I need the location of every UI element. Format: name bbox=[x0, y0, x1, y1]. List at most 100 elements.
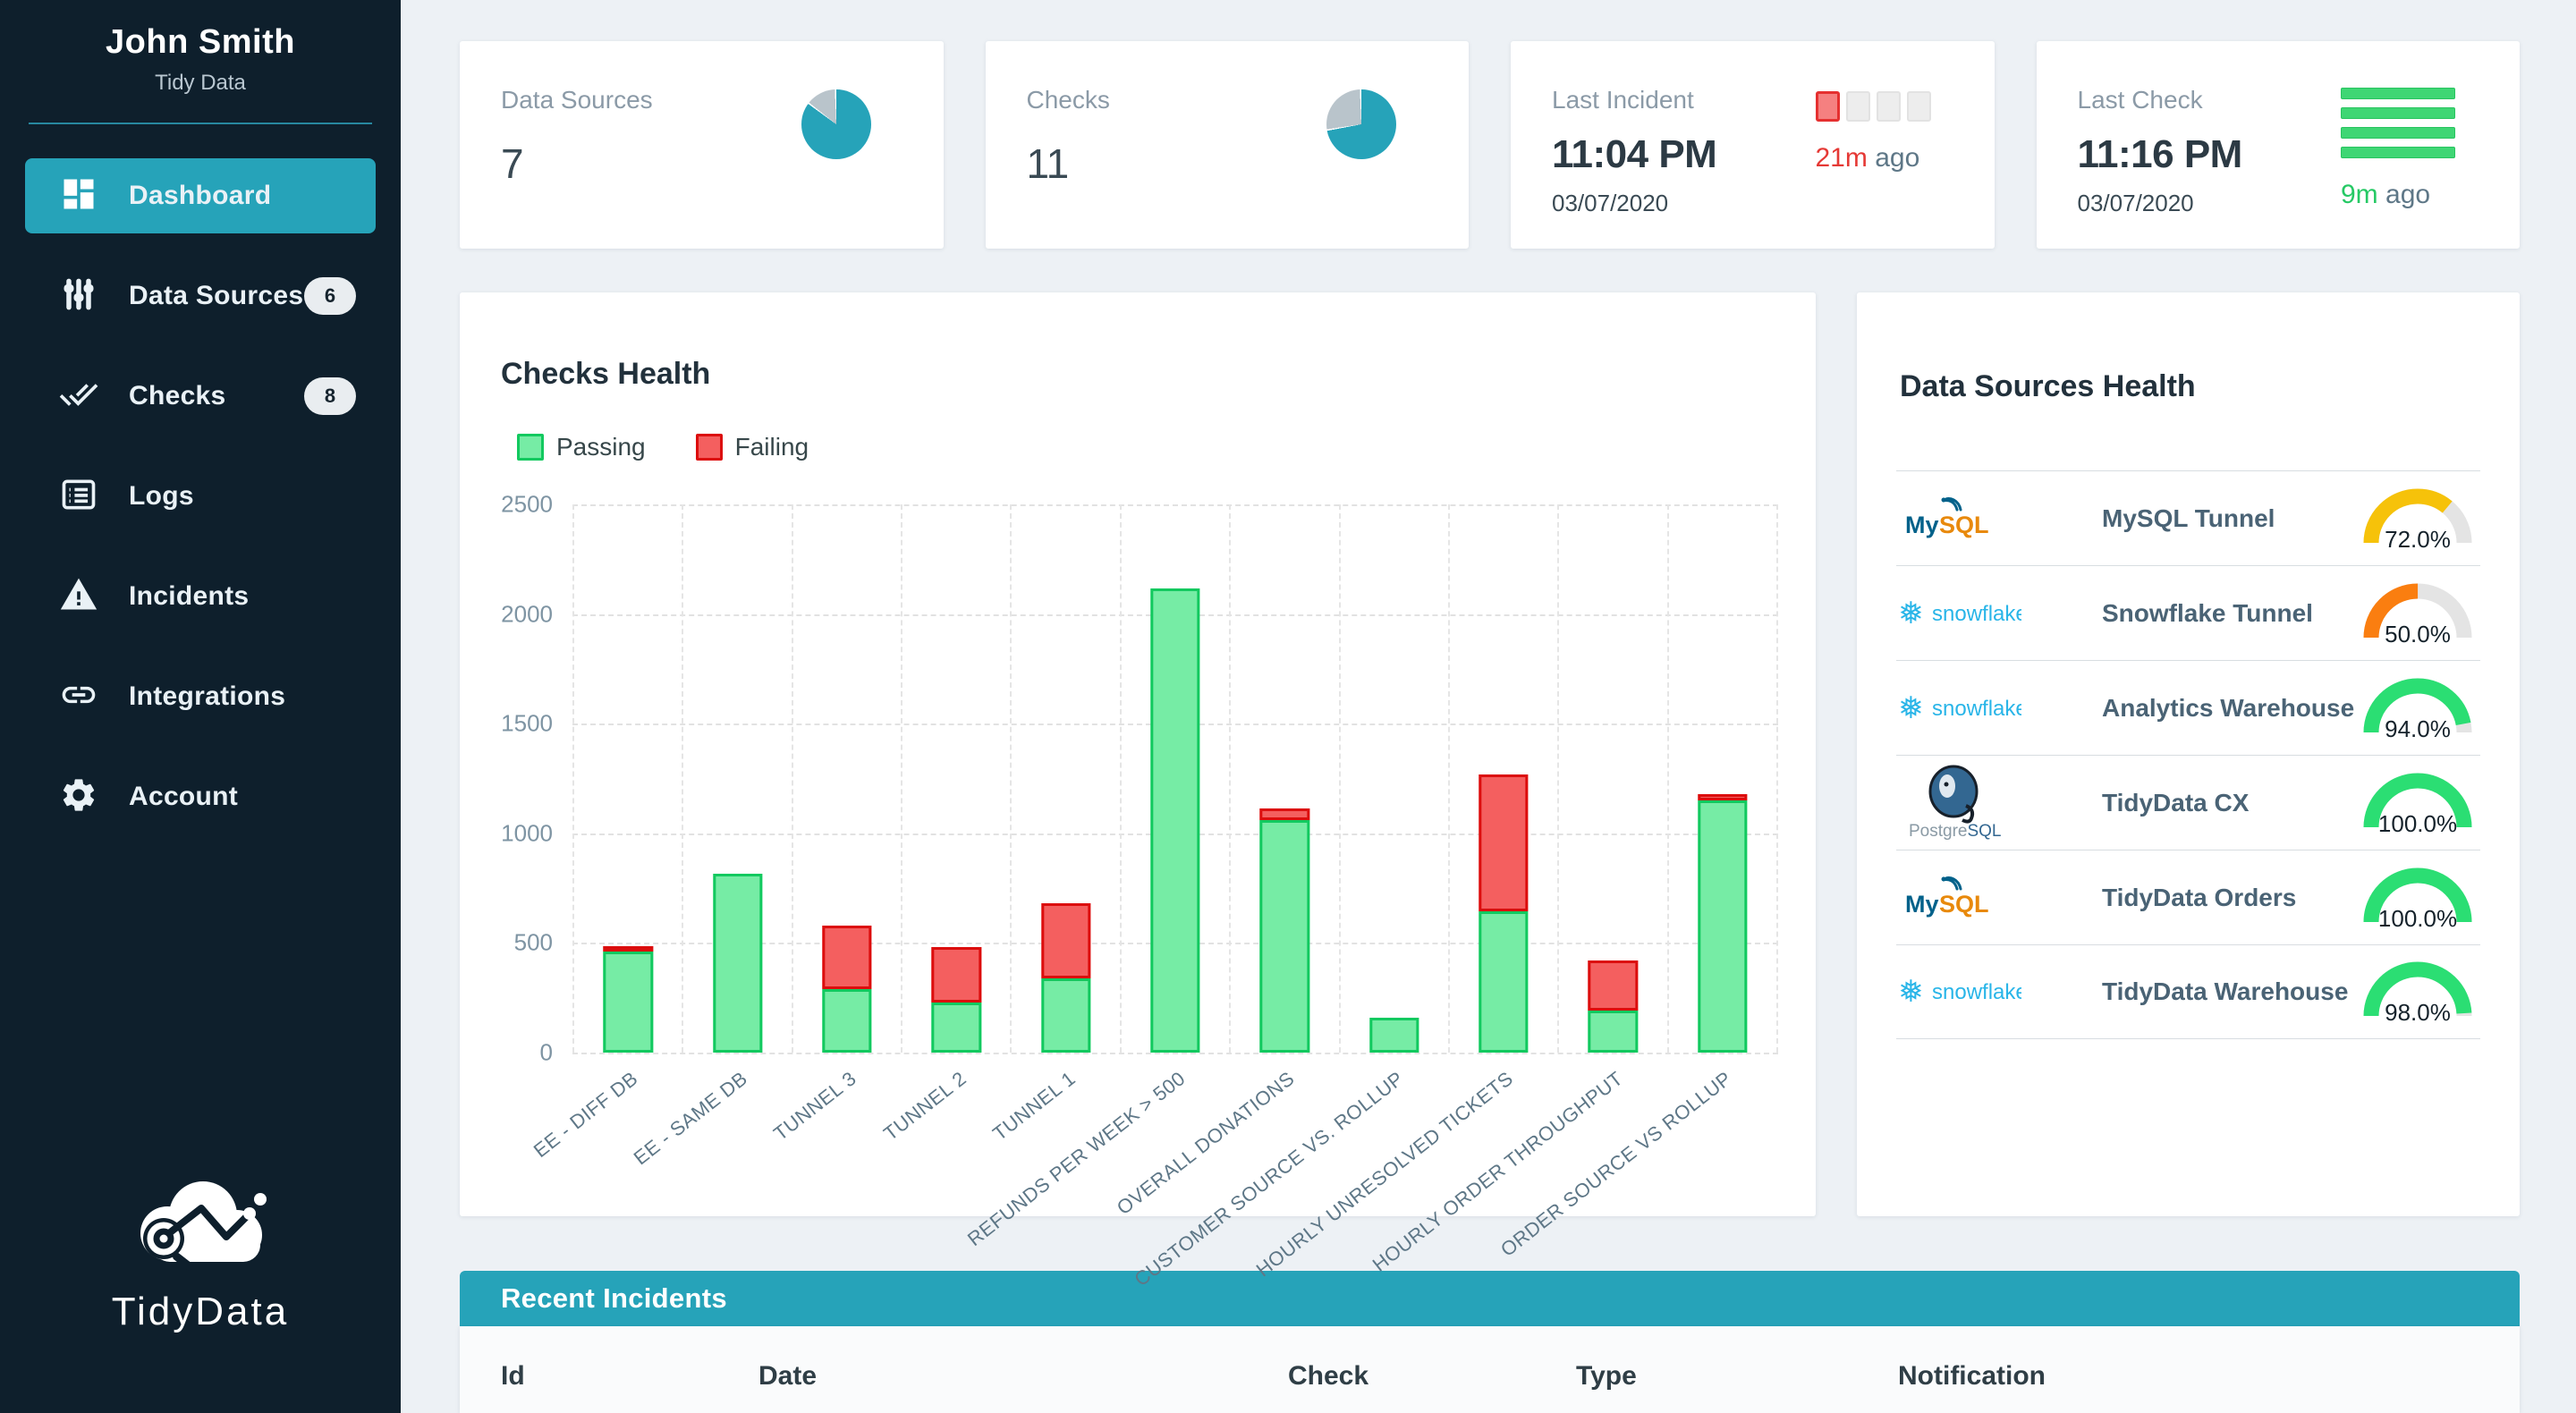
data-source-name: Snowflake Tunnel bbox=[2102, 598, 2313, 627]
sidebar-item-checks[interactable]: Checks 8 bbox=[25, 359, 376, 434]
health-row-tidydata-warehouse[interactable]: ❅ snowflake TidyData Warehouse 98.0% bbox=[1896, 944, 2480, 1039]
health-row-analytics-warehouse[interactable]: ❅ snowflake Analytics Warehouse 94.0% bbox=[1896, 660, 2480, 755]
bar-chart-plot-area: 2500 2000 1500 1000 500 0 EE - DIFF DB EE - SAM… bbox=[501, 491, 1778, 1290]
stacked-bar-1[interactable] bbox=[603, 504, 653, 1053]
stacked-bar-8[interactable] bbox=[1369, 504, 1419, 1053]
data-sources-health-card: Data Sources Health My SQL MySQL Tunnel 72… bbox=[1857, 292, 2520, 1216]
incidents-column-header-type[interactable]: Type bbox=[1576, 1360, 1637, 1391]
stacked-bar-7[interactable] bbox=[1259, 504, 1310, 1053]
stat-value: 11 bbox=[1026, 140, 1070, 187]
stacked-bar-3[interactable] bbox=[822, 504, 872, 1053]
legend-swatch bbox=[517, 434, 544, 461]
stat-left: Last Check 11:16 PM 03/07/2020 bbox=[2077, 86, 2243, 249]
stacked-bar-10[interactable] bbox=[1588, 504, 1639, 1053]
ago-value: 9m bbox=[2341, 180, 2378, 209]
gauge-percent-label: 94.0% bbox=[2385, 715, 2451, 742]
postgresql-logo: PostgreSQL bbox=[1896, 765, 2030, 842]
incident-square bbox=[1845, 91, 1870, 122]
gauge-percent-label: 72.0% bbox=[2385, 525, 2451, 553]
health-panel-title: Data Sources Health bbox=[1900, 369, 2196, 403]
sidebar-badge: 6 bbox=[304, 277, 356, 315]
incidents-column-header-notification[interactable]: Notification bbox=[1898, 1360, 2046, 1391]
stacked-bar-6[interactable] bbox=[1150, 504, 1200, 1053]
incidents-column-header-date[interactable]: Date bbox=[758, 1360, 818, 1391]
legend-item-passing[interactable]: Passing bbox=[517, 433, 646, 461]
y-axis-tick-label: 2000 bbox=[501, 600, 553, 628]
recent-incidents-section: Recent Incidents Id Date Check Type Notifica… bbox=[460, 1271, 2520, 1413]
incidents-column-header-id[interactable]: Id bbox=[501, 1360, 525, 1391]
y-gridline bbox=[572, 1053, 1778, 1054]
stacked-bar-5[interactable] bbox=[1040, 504, 1091, 1053]
stacked-bar-4[interactable] bbox=[931, 504, 981, 1053]
sidebar-item-label: Incidents bbox=[129, 581, 250, 611]
sidebar-item-dashboard[interactable]: Dashboard bbox=[25, 158, 376, 233]
x-axis-tick-label: TUNNEL 2 bbox=[878, 1067, 970, 1146]
stat-right bbox=[1290, 86, 1433, 249]
check-line bbox=[2341, 107, 2455, 119]
chart-category-slot: OVERALL DONATIONS bbox=[1113, 504, 1338, 1219]
health-gauge: 100.0% bbox=[2360, 865, 2475, 932]
incidents-column-header-check[interactable]: Check bbox=[1288, 1360, 1369, 1391]
check-line bbox=[2341, 88, 2455, 99]
health-row-tidydata-cx[interactable]: PostgreSQL TidyData CX 100.0% bbox=[1896, 755, 2480, 850]
incident-square-active bbox=[1815, 91, 1840, 122]
health-gauge: 72.0% bbox=[2360, 486, 2475, 553]
health-gauge: 50.0% bbox=[2360, 580, 2475, 647]
health-row-mysql-tunnel[interactable]: My SQL MySQL Tunnel 72.0% bbox=[1896, 470, 2480, 565]
svg-text:snowflake: snowflake bbox=[1932, 980, 2021, 1004]
y-axis-tick-label: 0 bbox=[539, 1038, 553, 1066]
x-axis-tick-label: EE - DIFF DB bbox=[529, 1067, 642, 1163]
gauge-percent-label: 100.0% bbox=[2377, 904, 2458, 932]
svg-text:SQL: SQL bbox=[1939, 512, 1989, 538]
sidebar-item-integrations[interactable]: Integrations bbox=[25, 659, 376, 734]
health-gauge: 98.0% bbox=[2360, 959, 2475, 1026]
stacked-bar-2[interactable] bbox=[712, 504, 763, 1053]
stat-card-last-incident: Last Incident 11:04 PM 03/07/2020 21m ag… bbox=[1511, 41, 1995, 249]
checks-pie-chart bbox=[1326, 89, 1396, 159]
sidebar-item-label: Dashboard bbox=[129, 181, 272, 210]
main-content: Data Sources 7 Checks 11 Last Incide bbox=[401, 0, 2576, 1413]
incidents-icon bbox=[59, 575, 98, 619]
health-row-snowflake-tunnel[interactable]: ❅ snowflake Snowflake Tunnel 50.0% bbox=[1896, 565, 2480, 660]
svg-text:❅: ❅ bbox=[1898, 974, 1924, 1010]
sidebar-item-label: Account bbox=[129, 782, 239, 811]
sidebar-item-account[interactable]: Account bbox=[25, 759, 376, 834]
check-status-lines bbox=[2341, 88, 2455, 158]
stacked-bar-11[interactable] bbox=[1698, 504, 1748, 1053]
legend-label: Failing bbox=[734, 433, 809, 461]
gauge-percent-label: 50.0% bbox=[2385, 620, 2451, 647]
y-axis-tick-label: 1000 bbox=[501, 819, 553, 847]
svg-text:SQL: SQL bbox=[1939, 891, 1989, 918]
health-gauge: 94.0% bbox=[2360, 675, 2475, 742]
data-source-name: MySQL Tunnel bbox=[2102, 503, 2275, 532]
snowflake-logo: ❅ snowflake bbox=[1896, 686, 2030, 731]
last-check-time: 11:16 PM bbox=[2077, 132, 2243, 176]
sidebar-item-data-sources[interactable]: Data Sources 6 bbox=[25, 258, 376, 334]
failing-segment bbox=[1479, 774, 1529, 911]
snowflake-logo: ❅ snowflake bbox=[1896, 969, 2030, 1014]
svg-text:snowflake: snowflake bbox=[1932, 697, 2021, 721]
passing-segment bbox=[1150, 588, 1200, 1053]
user-block: John Smith Tidy Data bbox=[0, 0, 401, 96]
sidebar-item-incidents[interactable]: Incidents bbox=[25, 559, 376, 634]
health-row-tidydata-orders[interactable]: My SQL TidyData Orders 100.0% bbox=[1896, 850, 2480, 944]
incident-square bbox=[1876, 91, 1901, 122]
sidebar-item-logs[interactable]: Logs bbox=[25, 459, 376, 534]
last-incident-time: 11:04 PM bbox=[1552, 132, 1717, 176]
chart-category-slot: HOURLY UNRESOLVED TICKETS bbox=[1252, 504, 1557, 1281]
sidebar-badge: 8 bbox=[304, 377, 356, 415]
data-source-name: TidyData Warehouse bbox=[2102, 977, 2349, 1005]
sidebar-item-label: Data Sources bbox=[129, 281, 304, 310]
stacked-bar-9[interactable] bbox=[1479, 504, 1529, 1053]
x-axis-tick-label: ORDER SOURCE VS ROLLUP bbox=[1496, 1067, 1737, 1261]
sidebar: John Smith Tidy Data Dashboard Data Sourc… bbox=[0, 0, 401, 1413]
gauge-percent-label: 100.0% bbox=[2377, 809, 2458, 837]
x-axis-tick-label: OVERALL DONATIONS bbox=[1112, 1067, 1299, 1220]
stat-card-last-check: Last Check 11:16 PM 03/07/2020 9m ago bbox=[2036, 41, 2520, 249]
sidebar-item-label: Integrations bbox=[129, 681, 286, 711]
stat-right: 21m ago bbox=[1815, 86, 1959, 249]
legend-item-failing[interactable]: Failing bbox=[695, 433, 809, 461]
data-sources-icon bbox=[59, 275, 98, 318]
last-check-date: 03/07/2020 bbox=[2077, 190, 2194, 216]
